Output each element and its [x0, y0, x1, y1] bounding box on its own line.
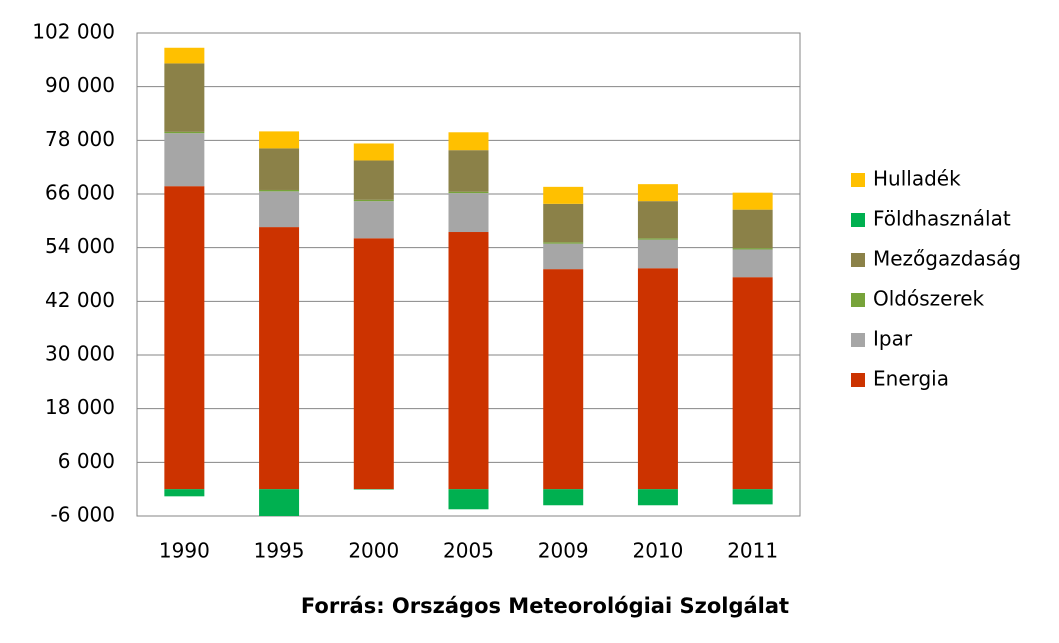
bar-segment — [164, 63, 205, 132]
x-tick-label: 2000 — [348, 539, 399, 563]
bar-segment — [543, 269, 584, 490]
bar-segment — [164, 131, 205, 134]
bar-segment — [732, 489, 773, 505]
bar-segment — [353, 160, 394, 200]
bar-segment — [637, 239, 678, 269]
plot-border — [136, 32, 801, 517]
legend-label: Mezőgazdaság — [873, 247, 1021, 271]
bar-segment — [259, 489, 300, 516]
legend-swatch — [851, 293, 865, 307]
bar-segment — [448, 150, 489, 192]
x-tick-label: 2011 — [727, 539, 778, 563]
bar-segment — [637, 268, 678, 490]
legend-swatch — [851, 173, 865, 187]
bar-segment — [543, 203, 584, 243]
bar-segment — [164, 489, 205, 497]
x-tick-label: 1995 — [254, 539, 305, 563]
x-tick-label: 2009 — [538, 539, 589, 563]
bar-segment — [448, 132, 489, 151]
y-tick-label: 90 000 — [45, 73, 115, 97]
bar-segment — [259, 189, 300, 192]
bar-segment — [543, 186, 584, 204]
bar-segment — [732, 209, 773, 249]
bar-segment — [353, 199, 394, 202]
legend-swatch — [851, 333, 865, 347]
bar-segment — [164, 47, 205, 64]
bar-segment — [543, 243, 584, 270]
y-tick-label: 102 000 — [32, 20, 115, 44]
bar-segment — [543, 489, 584, 506]
y-tick-label: 54 000 — [45, 234, 115, 258]
bar-segment — [448, 489, 489, 510]
legend-label: Oldószerek — [873, 287, 985, 311]
bar-segment — [259, 131, 300, 149]
source: Forrás: Országos Meteorológiai Szolgálat — [301, 594, 789, 618]
bar-segment — [259, 191, 300, 228]
y-tick-label: 78 000 — [45, 127, 115, 151]
bar-segment — [448, 193, 489, 233]
legend-swatch — [851, 253, 865, 267]
bar-segment — [164, 186, 205, 490]
bar-segment — [732, 192, 773, 210]
bar-segment — [164, 133, 205, 187]
y-tick-label: 42 000 — [45, 288, 115, 312]
bar-segment — [637, 238, 678, 240]
bar-segment — [448, 232, 489, 490]
bar-segment — [353, 143, 394, 161]
legend-swatch — [851, 213, 865, 227]
x-tick-label: 1990 — [159, 539, 210, 563]
bar-segment — [732, 248, 773, 250]
bar-segment — [732, 249, 773, 278]
bar-segment — [637, 201, 678, 239]
legend-swatch — [851, 373, 865, 387]
y-tick-label: 18 000 — [45, 395, 115, 419]
legend-label: Ipar — [873, 327, 913, 351]
bar-segment — [637, 489, 678, 506]
legend-label: Hulladék — [873, 167, 961, 191]
x-tick-label: 2005 — [443, 539, 494, 563]
y-tick-label: 66 000 — [45, 181, 115, 205]
y-tick-label: 6 000 — [58, 449, 115, 473]
bar-segment — [353, 201, 394, 239]
bar-segment — [259, 227, 300, 490]
bar-segment — [353, 238, 394, 490]
legend-label: Energia — [873, 367, 949, 391]
bar-segment — [637, 184, 678, 202]
y-tick-label: -6 000 — [51, 503, 115, 527]
bar-segment — [448, 191, 489, 194]
bar-segment — [543, 242, 584, 244]
x-tick-label: 2010 — [632, 539, 683, 563]
y-tick-label: 30 000 — [45, 342, 115, 366]
bar-segment — [732, 277, 773, 490]
legend-label: Földhasználat — [873, 207, 1011, 231]
bar-segment — [259, 148, 300, 190]
